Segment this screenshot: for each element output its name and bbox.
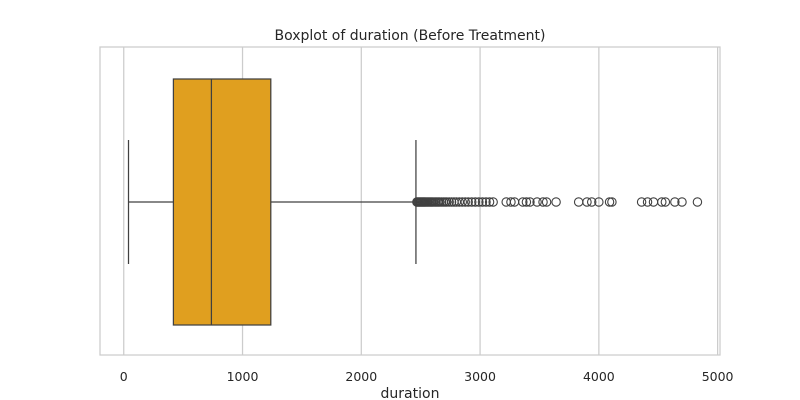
outlier-point	[457, 197, 468, 207]
outlier-point	[573, 197, 584, 207]
outlier-point	[444, 197, 454, 207]
outlier-point	[586, 197, 597, 207]
outlier-point	[532, 197, 542, 207]
x-axis-label: duration	[381, 386, 440, 400]
outlier-point	[474, 197, 484, 207]
outlier-point	[446, 197, 457, 207]
outlier-point	[692, 197, 703, 207]
outlier-point	[442, 197, 452, 207]
outlier-point	[538, 197, 548, 207]
outlier-point	[481, 197, 491, 207]
plot-frame	[99, 46, 721, 356]
iqr-box	[172, 78, 272, 326]
outlier-point	[677, 197, 687, 207]
outlier-point	[541, 197, 552, 207]
outlier-point	[551, 197, 561, 207]
outlier-point	[607, 197, 617, 207]
outlier-point	[582, 197, 592, 207]
outlier-point	[477, 197, 488, 207]
x-tick-label: 5000	[702, 369, 734, 384]
outlier-point	[660, 197, 671, 207]
outlier-point	[648, 197, 659, 207]
outlier-point	[594, 197, 604, 207]
box-group	[127, 78, 417, 326]
x-tick-label: 4000	[583, 369, 615, 384]
outlier-point	[484, 197, 495, 207]
outlier-point	[642, 197, 653, 207]
outlier-point	[463, 197, 473, 207]
outlier-point	[670, 197, 680, 207]
outlier-point	[488, 197, 498, 207]
outlier-point	[501, 197, 511, 207]
outlier-point	[506, 197, 516, 207]
chart-title: Boxplot of duration (Before Treatment)	[275, 28, 546, 44]
outlier-point	[521, 197, 532, 207]
outlier-point	[460, 197, 470, 207]
x-tick-label: 2000	[345, 369, 377, 384]
x-tick-label: 0	[120, 369, 128, 384]
outlier-point	[636, 197, 647, 207]
outlier-point	[604, 197, 615, 207]
outlier-points	[412, 197, 703, 207]
outlier-point	[467, 197, 477, 207]
outlier-point	[518, 197, 528, 207]
x-tick-label: 1000	[227, 369, 259, 384]
outlier-point	[657, 197, 667, 207]
x-tick-labels: 0 1000 2000 3000 4000 5000	[120, 369, 734, 384]
outlier-point	[525, 197, 535, 207]
outlier-point	[470, 197, 481, 207]
x-tick-label: 3000	[464, 369, 496, 384]
